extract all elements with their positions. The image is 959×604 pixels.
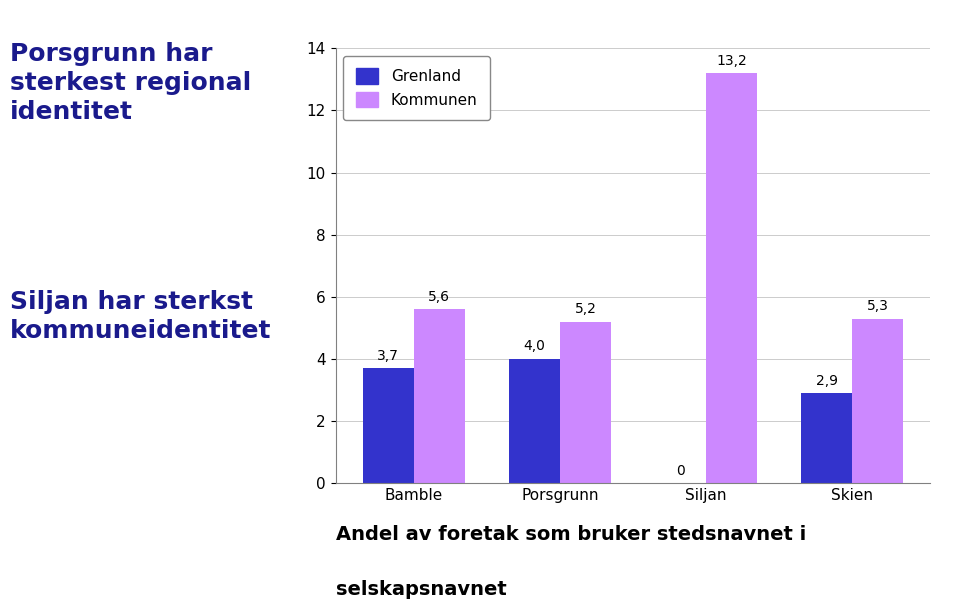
Text: 2,9: 2,9: [815, 373, 837, 388]
Bar: [509, 359, 560, 483]
Text: 5,3: 5,3: [867, 299, 889, 313]
Text: 5,2: 5,2: [574, 302, 596, 316]
Bar: [801, 393, 853, 483]
Text: 3,7: 3,7: [377, 349, 399, 362]
Text: 13,2: 13,2: [716, 54, 747, 68]
Text: 5,6: 5,6: [429, 290, 451, 304]
Legend: Grenland, Kommunen: Grenland, Kommunen: [343, 56, 490, 120]
Bar: [413, 309, 465, 483]
Text: Siljan har sterkst
kommuneidentitet: Siljan har sterkst kommuneidentitet: [10, 290, 271, 342]
Bar: [560, 322, 611, 483]
Text: Porsgrunn har
sterkest regional
identitet: Porsgrunn har sterkest regional identite…: [10, 42, 251, 124]
Text: 0: 0: [676, 464, 685, 478]
Bar: [853, 318, 903, 483]
Bar: [363, 368, 413, 483]
Text: 4,0: 4,0: [524, 339, 546, 353]
Text: selskapsnavnet: selskapsnavnet: [336, 580, 506, 599]
Text: Andel av foretak som bruker stedsnavnet i: Andel av foretak som bruker stedsnavnet …: [336, 525, 806, 544]
Bar: [706, 73, 757, 483]
